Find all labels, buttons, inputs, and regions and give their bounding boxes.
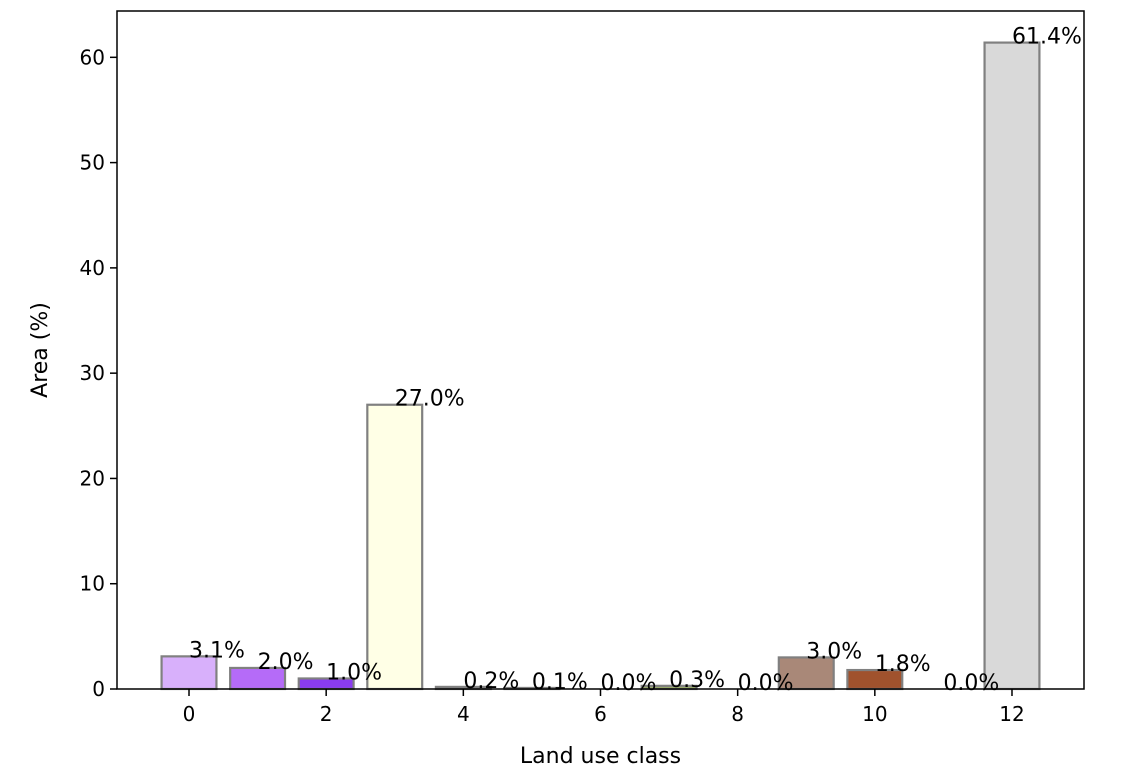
data-label-class-12: 61.4% bbox=[1012, 25, 1082, 50]
x-axis-ticks: 0 2 4 6 8 10 12 bbox=[183, 689, 1025, 726]
bar-class-12 bbox=[983, 41, 1041, 691]
data-label-class-0: 3.1% bbox=[189, 638, 245, 663]
y-tick-label: 10 bbox=[80, 572, 105, 596]
x-tick-label: 0 bbox=[183, 702, 196, 726]
y-tick-label: 40 bbox=[80, 256, 105, 280]
data-label-class-5: 0.1% bbox=[532, 670, 588, 695]
data-label-class-11: 0.0% bbox=[943, 671, 999, 696]
x-tick-label: 12 bbox=[999, 702, 1024, 726]
x-tick-label: 10 bbox=[862, 702, 887, 726]
data-label-class-3: 27.0% bbox=[395, 387, 465, 412]
x-tick-label: 6 bbox=[594, 702, 607, 726]
x-tick-label: 4 bbox=[457, 702, 470, 726]
bar-class-3 bbox=[366, 403, 424, 691]
y-tick-label: 20 bbox=[80, 466, 105, 490]
y-tick-label: 60 bbox=[80, 45, 105, 69]
y-tick-label: 30 bbox=[80, 361, 105, 385]
y-tick-label: 50 bbox=[80, 151, 105, 175]
data-label-class-8: 0.0% bbox=[738, 671, 794, 696]
data-label-class-10: 1.8% bbox=[875, 652, 931, 677]
x-axis-label: Land use class bbox=[520, 744, 681, 769]
data-label-class-2: 1.0% bbox=[326, 660, 382, 685]
data-label-class-6: 0.0% bbox=[601, 671, 657, 696]
data-label-class-1: 2.0% bbox=[258, 650, 314, 675]
data-label-class-4: 0.2% bbox=[463, 669, 519, 694]
y-tick-label: 0 bbox=[92, 677, 105, 701]
y-axis-label: Area (%) bbox=[28, 302, 53, 398]
plot-frame bbox=[116, 10, 1085, 690]
y-axis-ticks: 0 10 20 30 40 50 60 bbox=[80, 45, 117, 701]
data-label-class-9: 3.0% bbox=[806, 639, 862, 664]
data-labels-group: 3.1% 2.0% 1.0%27.0%0.2% 0.1% 0.0% 0.3% 0.0%3.0… bbox=[189, 25, 1082, 696]
bars-group bbox=[160, 41, 1041, 691]
x-tick-label: 2 bbox=[320, 702, 333, 726]
x-tick-label: 8 bbox=[731, 702, 744, 726]
